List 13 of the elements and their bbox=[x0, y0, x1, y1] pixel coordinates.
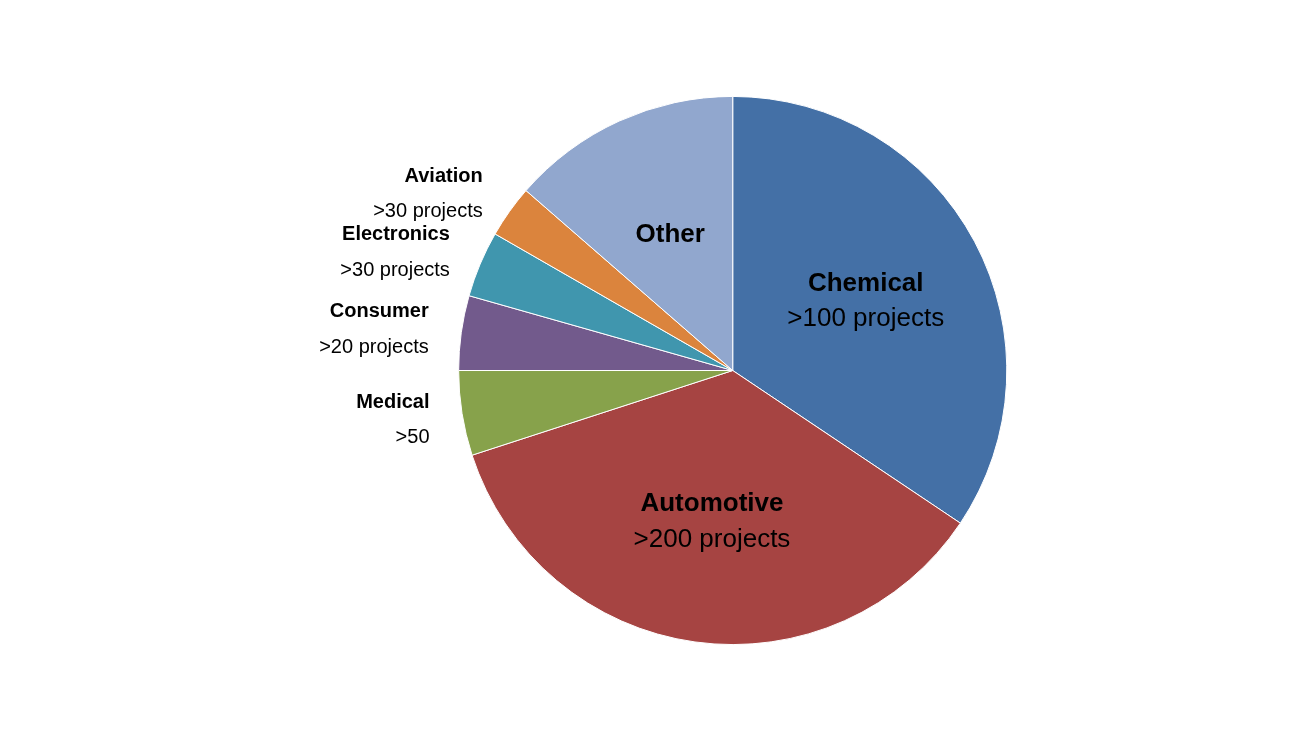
slice-label: Consumer bbox=[329, 299, 429, 322]
slice-label: Electronics bbox=[342, 222, 450, 245]
slice-label: Medical bbox=[356, 389, 430, 412]
slice-label: Automotive bbox=[640, 486, 784, 517]
slice-label: Aviation bbox=[404, 163, 483, 186]
data-label: >30 projects bbox=[340, 258, 450, 281]
slice-label: Other bbox=[635, 218, 705, 249]
data-label: >50 bbox=[395, 425, 430, 448]
data-label: >200 projects bbox=[633, 522, 791, 553]
slice-label: Chemical bbox=[807, 266, 924, 297]
data-label: >100 projects bbox=[787, 302, 945, 333]
data-label: >20 projects bbox=[319, 335, 429, 358]
data-label: >30 projects bbox=[373, 199, 483, 222]
